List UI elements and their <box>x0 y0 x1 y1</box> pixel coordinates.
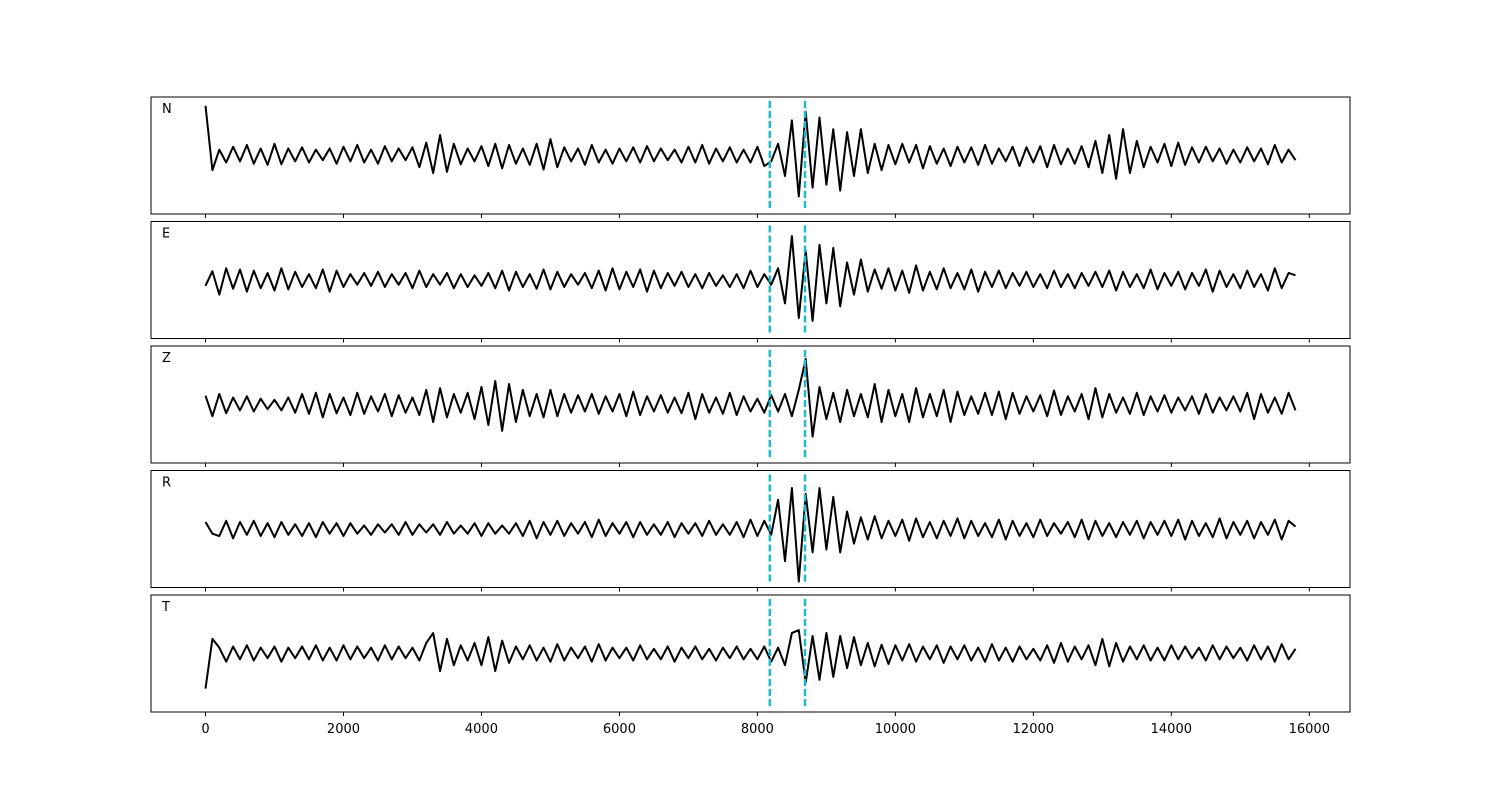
x-tick-label: 14000 <box>1151 722 1192 737</box>
x-tick-label: 16000 <box>1289 722 1330 737</box>
panel-frame <box>150 345 1351 464</box>
trace <box>204 357 1297 438</box>
panel-frame <box>150 221 1351 339</box>
trace <box>204 629 1297 689</box>
component-label: N <box>162 102 172 117</box>
x-tick-label: 0 <box>201 722 209 737</box>
x-tick-label: 4000 <box>465 722 498 737</box>
component-label: R <box>162 476 171 491</box>
panel-frame <box>150 96 1351 215</box>
trace <box>204 487 1297 583</box>
panel-frame <box>150 470 1351 588</box>
trace <box>204 105 1297 198</box>
panel-frame <box>150 594 1351 713</box>
x-tick-label: 2000 <box>327 722 360 737</box>
component-label: E <box>162 227 170 242</box>
trace <box>204 235 1296 322</box>
x-tick-label: 12000 <box>1013 722 1054 737</box>
x-tick-label: 6000 <box>603 722 636 737</box>
component-label: Z <box>162 351 171 366</box>
component-label: T <box>161 600 170 615</box>
x-tick-label: 8000 <box>741 722 774 737</box>
x-tick-label: 10000 <box>875 722 916 737</box>
